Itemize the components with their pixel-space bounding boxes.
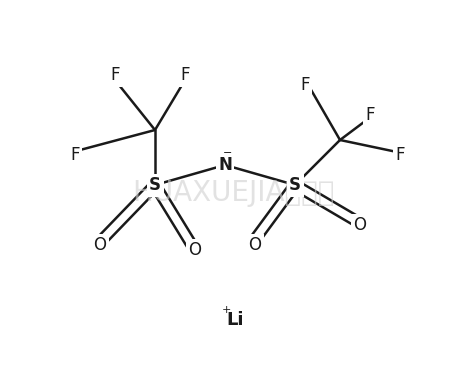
Text: F: F — [70, 146, 80, 164]
Text: S: S — [149, 176, 161, 194]
Text: O: O — [354, 216, 367, 234]
Text: O: O — [248, 236, 262, 254]
Text: +: + — [221, 305, 231, 315]
Text: F: F — [110, 66, 120, 84]
Text: −: − — [223, 148, 233, 158]
Text: F: F — [395, 146, 405, 164]
Text: F: F — [180, 66, 190, 84]
Text: F: F — [365, 106, 375, 124]
Text: N: N — [218, 156, 232, 174]
Text: S: S — [289, 176, 301, 194]
Text: O: O — [93, 236, 106, 254]
Text: F: F — [300, 76, 310, 94]
Text: O: O — [189, 241, 201, 259]
Text: HUAXUEJIA化学加: HUAXUEJIA化学加 — [132, 179, 335, 207]
Text: Li: Li — [226, 311, 244, 329]
